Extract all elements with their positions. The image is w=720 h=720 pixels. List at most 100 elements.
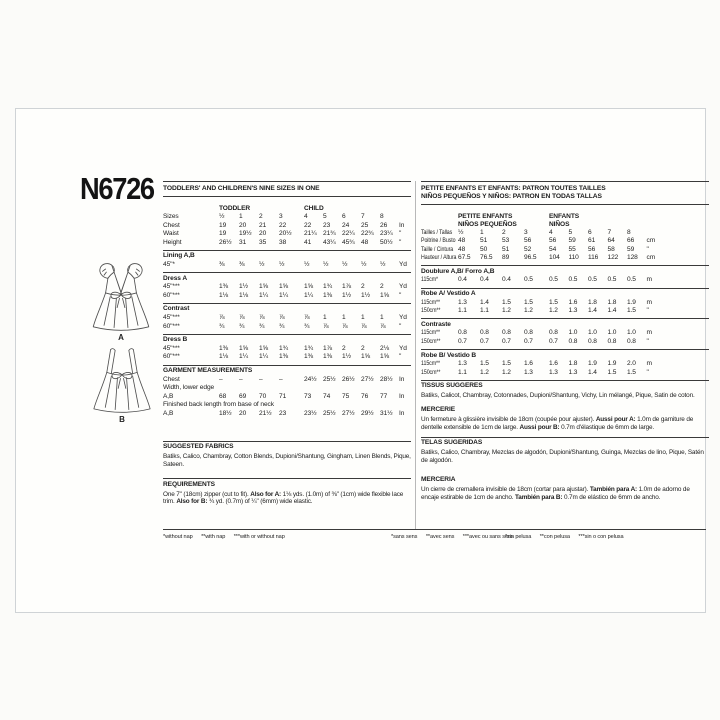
table-row: 150cm** 1.1 1.1 1.2 1.2 1.2 1.3 1.4 1.4 1.5 "	[421, 307, 709, 316]
table-cell: 0.8	[524, 329, 533, 337]
table-cell: 23	[279, 409, 287, 417]
section-heading: Contrast	[163, 305, 190, 313]
table-cell: 8	[380, 213, 384, 221]
table-cell: 26	[380, 221, 388, 229]
table-cell: 77	[380, 392, 388, 400]
mercerie-seg: Un fermeture à glissière invisible de 18…	[421, 416, 596, 423]
yardage-table: 115cm** 1.3 1.5 1.5 1.6 1.6 1.8 1.9 1.9 2.0 m 150cm…	[421, 360, 709, 377]
table-cell: 21½	[259, 409, 272, 417]
table-cell: ⅞	[361, 322, 367, 330]
pattern-envelope-back: N6726 A	[15, 108, 709, 613]
table-cell: 6	[342, 213, 346, 221]
row-label: A,B	[163, 409, 174, 417]
section-heading: TISSUS SUGGERES	[421, 382, 483, 390]
table-cell: ⅞	[279, 314, 285, 322]
table-cell: 69	[239, 392, 247, 400]
table-cell: 56	[549, 237, 557, 245]
table-cell: 66	[627, 237, 635, 245]
table-row: 60"*** 1⅛ 1⅛ 1¼ 1¼ 1¼ 1⅜ 1½ 1½ 1⅝ "	[163, 292, 411, 301]
footnote: *without nap	[163, 534, 193, 540]
table-cell: 2	[361, 344, 365, 352]
table-cell: 5	[323, 213, 327, 221]
unit-cell: Yd	[399, 283, 407, 291]
table-cell: 0.5	[588, 276, 597, 284]
table-cell: 2	[259, 213, 263, 221]
telas-text: Batiks, Calico, Chambray, Mezclas de alg…	[421, 448, 704, 464]
table-cell: 4	[304, 213, 308, 221]
table-cell: 104	[549, 254, 560, 262]
unit-cell: cm	[646, 254, 656, 262]
table-cell: 7	[361, 213, 365, 221]
spanish-title: NIÑOS PEQUEÑOS Y NIÑOS: PATRON EN TODAS …	[421, 192, 602, 200]
table-cell: 1¼	[239, 353, 248, 361]
merceria-text: Un cierre de cremallera invisible de 18c…	[421, 486, 709, 502]
row-label: A,B	[163, 392, 174, 400]
table-row: 60"*** 1⅛ 1¼ 1¼ 1⅜ 1⅜ 1⅜ 1½ 1⅝ 1⅝ "	[163, 353, 411, 362]
table-cell: 1.9	[607, 360, 617, 368]
section-heading: Lining A,B	[163, 252, 195, 260]
table-cell: 1.3	[458, 360, 467, 368]
table-cell: 1.4	[607, 307, 617, 315]
table-row: Height 26½ 31 35 38 41 43¼ 45¾ 48 50½ "	[163, 239, 411, 248]
table-cell: 0.5	[524, 276, 533, 284]
footnote: *sans sens	[391, 534, 418, 540]
table-cell: 1.2	[480, 368, 489, 376]
table-cell: 1.0	[568, 329, 578, 337]
table-cell: 1.6	[524, 360, 533, 368]
row-label: 60"***	[163, 291, 180, 299]
table-cell: 53	[502, 237, 510, 245]
table-cell: ⅞	[239, 314, 245, 322]
table-cell: 27½	[342, 409, 355, 417]
table-cell: 0.5	[627, 276, 636, 284]
yardage-table: 45"* ⅜ ⅜ ½ ½ ½ ½ ½ ½ ½ Yd	[163, 261, 411, 270]
table-cell: ½	[380, 261, 386, 269]
table-cell: ¾	[279, 322, 285, 330]
row-label: 45"*	[163, 261, 175, 269]
unit-cell: Yd	[399, 314, 407, 322]
table-cell: 1⅞	[342, 283, 351, 291]
table-cell: 8	[627, 228, 631, 236]
table-cell: 20	[239, 221, 247, 229]
unit-cell: "	[646, 307, 649, 315]
table-cell: 1.3	[568, 368, 578, 376]
row-label: 45"***	[163, 344, 180, 352]
table-cell: 23	[323, 221, 331, 229]
table-cell: 1⅞	[323, 344, 332, 352]
table-cell: 70	[259, 392, 267, 400]
table-cell: 20	[259, 230, 267, 238]
table-row: 115cm** 0.8 0.8 0.8 0.8 0.8 1.0 1.0 1.0 1.0 m	[421, 329, 709, 338]
table-cell: 22¼	[342, 230, 355, 238]
table-cell: 0.7	[524, 338, 533, 346]
merceria-seg: 1.0m de adorno de encaje estirable de 1c…	[421, 485, 690, 501]
table-cell: 23½	[304, 409, 317, 417]
yardage-table: 45"*** 1⅜ 1½ 1⅝ 1⅝ 1⅝ 1¾ 1⅞ 2 2 Yd 60"*** 1⅛ 1⅛ 1¼ 1¼ 1¼…	[163, 283, 411, 300]
footnotes-spanish: *sin pelusa **con pelusa ***sin o con pe…	[505, 534, 630, 541]
requirements-seg: One 7" (18cm) zipper (cut to fit).	[163, 490, 251, 498]
table-cell: 1⅝	[259, 344, 268, 352]
table-cell: ½	[259, 261, 265, 269]
table-cell: 1¾	[279, 344, 288, 352]
table-cell: 67.5	[458, 254, 471, 262]
table-cell: 1.5	[627, 368, 636, 376]
also-for-a-label: Also for A:	[250, 490, 282, 498]
yardage-table: 115cm* 0.4 0.4 0.4 0.5 0.5 0.5 0.5 0.5 0.5 m	[421, 276, 709, 285]
row-label: 115cm*	[421, 276, 439, 284]
section-contrast: Contrast 45"*** ⅞ ⅞ ⅞ ⅞ ⅞ 1 1 1 1 Yd 60"*** ¾ ¾ ¾ ¾ ¾ ⅞ ⅞ ⅞…	[163, 302, 411, 331]
row-label: Waist	[163, 230, 179, 238]
section-heading: Doublure A,B/ Forro A,B	[421, 267, 495, 275]
table-cell: ⅞	[219, 314, 225, 322]
table-cell: 1⅝	[239, 344, 248, 352]
table-cell: 50½	[380, 238, 393, 246]
table-cell: 0.7	[502, 338, 511, 346]
section-mercerie: MERCERIE Un fermeture à glissière invisi…	[421, 405, 709, 432]
group-child-label: CHILD	[304, 204, 324, 212]
table-cell: 1¾	[323, 283, 332, 291]
table-cell: 1.0	[607, 329, 617, 337]
table-cell: 1.1	[458, 307, 467, 315]
table-cell: 1⅝	[361, 353, 370, 361]
table-row: Width, lower edge	[163, 384, 411, 393]
table-cell: 1.2	[502, 368, 511, 376]
table-cell: 1.5	[524, 298, 533, 306]
table-cell: 20½	[279, 230, 292, 238]
table-cell: 1	[480, 228, 484, 236]
